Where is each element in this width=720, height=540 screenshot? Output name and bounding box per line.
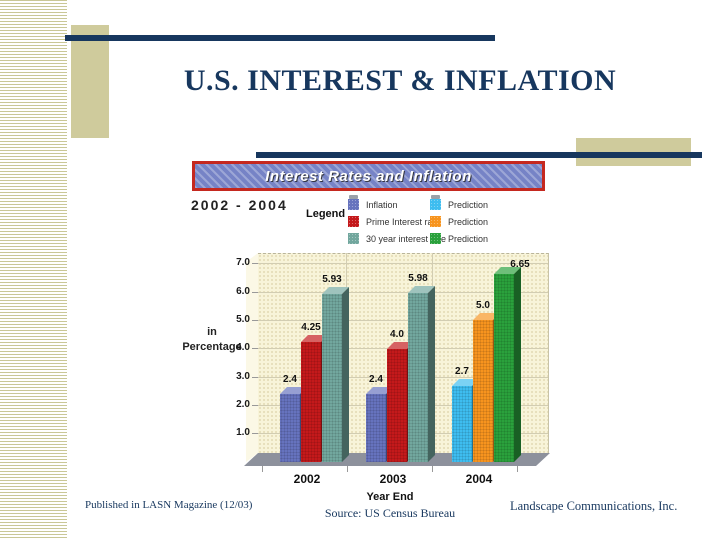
bar-2003-prime-interest-rate	[387, 349, 407, 462]
legend-swatch-cap	[349, 195, 358, 199]
legend-item-label: 30 year interest rate	[366, 234, 447, 244]
legend-swatch-prediction	[430, 233, 441, 244]
x-tick-mark	[347, 466, 348, 472]
gridline-horizontal	[258, 292, 548, 293]
y-tick-mark	[252, 433, 258, 434]
legend-title: Legend	[306, 208, 346, 220]
legend-item-label: Prediction	[448, 200, 489, 210]
bar-2003-inflation	[366, 394, 386, 462]
x-tick-label: 2004	[465, 472, 493, 486]
legend-item-label: Prediction	[448, 217, 489, 227]
footer-company-name: Landscape Communications, Inc.	[510, 499, 678, 513]
gridline-horizontal	[258, 320, 548, 321]
bar-value-label: 4.25	[301, 322, 321, 333]
navy-rule-mid	[256, 152, 702, 158]
legend-swatch-prime-interest-rate	[348, 216, 359, 227]
y-tick-label: 5.0	[236, 314, 250, 325]
page-title: U.S. INTEREST & INFLATION	[183, 64, 617, 97]
bar-top-face	[301, 335, 328, 342]
bar-2004-prediction	[473, 320, 493, 462]
x-tick-mark	[432, 466, 433, 472]
bar-value-label: 2.7	[455, 366, 469, 377]
bar-value-label: 6.65	[510, 259, 530, 270]
y-tick-label: 3.0	[236, 371, 250, 382]
bar-top-face	[366, 387, 393, 394]
bar-value-label: 2.4	[283, 374, 297, 385]
bar-top-face	[452, 379, 479, 386]
bar-value-label: 5.98	[408, 273, 428, 284]
bar-2004-prediction	[452, 386, 472, 462]
legend-item-label: Prime Interest rate	[366, 217, 441, 227]
y-tick-mark	[252, 405, 258, 406]
chart-title: Interest Rates and Inflation	[265, 167, 472, 185]
y-axis-title: in Percentage	[182, 326, 242, 353]
bar-2002-inflation	[280, 394, 300, 462]
chart-source-note: Source: US Census Bureau	[324, 506, 456, 520]
legend-swatch-prediction	[430, 199, 441, 210]
y-tick-mark	[252, 320, 258, 321]
footer-publication-note: Published in LASN Magazine (12/03)	[85, 499, 253, 511]
bar-value-label: 5.0	[476, 300, 490, 311]
legend-item-label: Prediction	[448, 234, 489, 244]
y-tick-label: 2.0	[236, 399, 250, 410]
bar-2002-30-year-interest-rate	[322, 294, 342, 462]
left-stripe-decoration	[0, 0, 67, 540]
tan-accent-block-top	[71, 25, 109, 138]
y-tick-mark	[252, 348, 258, 349]
gridline-horizontal	[258, 263, 548, 264]
bar-value-label: 2.4	[369, 374, 383, 385]
y-tick-mark	[252, 292, 258, 293]
bar-2002-prime-interest-rate	[301, 342, 321, 462]
bar-top-face	[387, 342, 414, 349]
y-tick-label: 7.0	[236, 257, 250, 268]
chart-subtitle: 2002 - 2004	[191, 197, 288, 213]
x-tick-mark	[262, 466, 263, 472]
bar-side-face	[342, 287, 349, 462]
x-axis-title: Year End	[366, 491, 414, 503]
y-tick-mark	[252, 263, 258, 264]
bar-side-face	[428, 286, 435, 462]
chart-title-banner: Interest Rates and Inflation	[192, 161, 545, 191]
y-tick-label: 4.0	[236, 342, 250, 353]
navy-rule-top	[65, 35, 495, 41]
bar-side-face	[514, 267, 521, 462]
x-tick-mark	[517, 466, 518, 472]
legend-item-label: Inflation	[366, 200, 398, 210]
legend-swatch-30-year-interest-rate	[348, 233, 359, 244]
chart-wall-left	[246, 253, 258, 462]
bar-top-face	[473, 313, 500, 320]
y-tick-label: 6.0	[236, 286, 250, 297]
bar-value-label: 4.0	[390, 329, 404, 340]
x-tick-label: 2003	[379, 472, 407, 486]
bar-top-face	[494, 267, 521, 274]
bar-2004-prediction	[494, 274, 514, 462]
legend-swatch-inflation	[348, 199, 359, 210]
legend-swatch-prediction	[430, 216, 441, 227]
y-tick-mark	[252, 377, 258, 378]
legend-swatch-cap	[431, 195, 440, 199]
y-tick-label: 1.0	[236, 427, 250, 438]
bar-top-face	[408, 286, 435, 293]
bar-2003-30-year-interest-rate	[408, 293, 428, 462]
bar-top-face	[280, 387, 307, 394]
bar-top-face	[322, 287, 349, 294]
bar-value-label: 5.93	[322, 274, 342, 285]
x-tick-label: 2002	[293, 472, 321, 486]
